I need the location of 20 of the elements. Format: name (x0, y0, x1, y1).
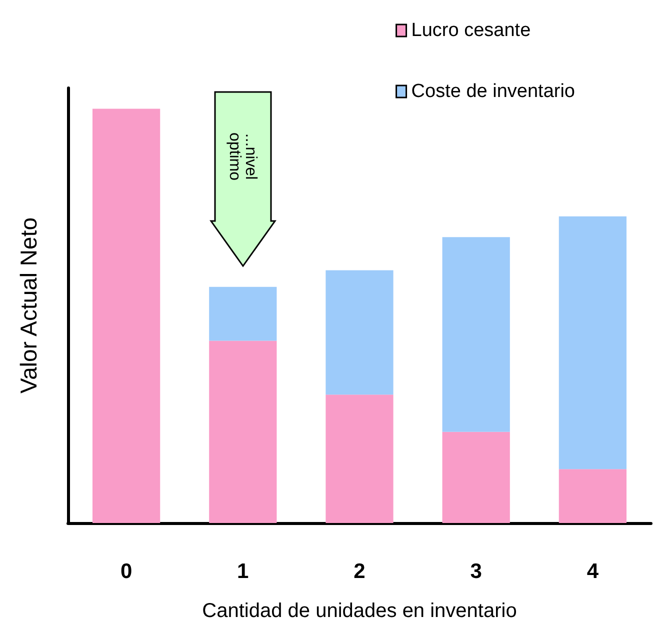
legend-label: Lucro cesante (411, 20, 531, 41)
annotation: ...nivel optimo (226, 132, 259, 181)
bar (558, 469, 627, 523)
bar (92, 108, 160, 523)
down-arrow: ...nivel optimo (210, 92, 275, 266)
legend-label: Coste de inventario (411, 81, 576, 102)
bar (326, 394, 394, 523)
bar (326, 270, 394, 395)
x-tick-label: 2 (354, 560, 366, 583)
x-tick-label: 3 (470, 560, 482, 583)
bar (209, 286, 277, 341)
x-tick-label: 0 (120, 560, 132, 583)
x-tick-label: 1 (237, 560, 250, 583)
x-axis-title: Cantidad de unidades en inventario (202, 600, 517, 622)
bar (442, 432, 510, 523)
bar (442, 237, 510, 432)
bar (209, 340, 277, 523)
bar (558, 216, 627, 470)
y-axis-title: Valor Actual Neto (16, 217, 42, 394)
x-tick-label: 4 (586, 560, 599, 583)
